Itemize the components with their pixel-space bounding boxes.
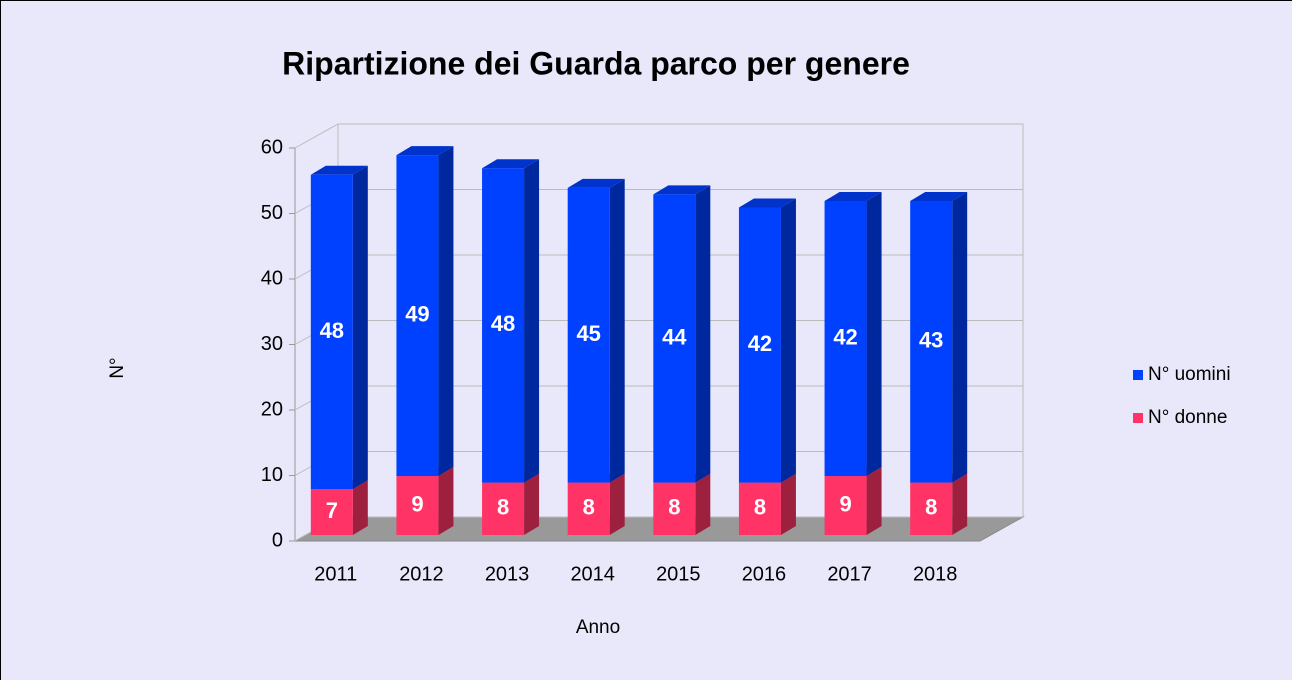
- bar-side: [352, 480, 368, 535]
- legend-label: N° uomini: [1148, 364, 1231, 385]
- x-tick-label: 2012: [399, 563, 444, 585]
- legend-swatch: [1133, 413, 1143, 423]
- data-label: 49: [405, 301, 429, 326]
- y-tick-label: 10: [261, 464, 283, 486]
- bar-top: [567, 178, 625, 188]
- bar: [738, 207, 781, 483]
- bar: [653, 194, 696, 483]
- bar: [482, 168, 525, 483]
- bar-side: [866, 191, 882, 477]
- data-label: 43: [919, 328, 943, 353]
- data-label: 9: [411, 491, 423, 516]
- data-label: 7: [326, 498, 338, 523]
- y-axis-label: N°: [107, 357, 128, 378]
- bar-side: [952, 473, 968, 535]
- data-label: 42: [748, 331, 772, 356]
- bar: [310, 174, 353, 490]
- bar-top: [738, 198, 796, 208]
- data-label: 42: [833, 324, 857, 349]
- bar-side: [609, 473, 625, 535]
- y-tick-label: 40: [261, 267, 283, 289]
- bar: [310, 489, 353, 535]
- x-tick-label: 2013: [485, 563, 530, 585]
- bar-side: [952, 191, 968, 483]
- bar-top: [482, 159, 540, 169]
- bar: [567, 187, 610, 483]
- data-label: 44: [662, 324, 687, 349]
- bar-top: [310, 165, 368, 175]
- x-tick-label: 2017: [827, 563, 872, 585]
- x-tick-label: 2014: [570, 563, 615, 585]
- legend-swatch: [1133, 370, 1143, 380]
- data-label: 48: [320, 318, 344, 343]
- bar: [396, 476, 439, 535]
- bar: [653, 482, 696, 535]
- bar-side: [866, 467, 882, 535]
- chart-title: Ripartizione dei Guarda parco per genere: [282, 45, 910, 81]
- bar: [910, 482, 953, 535]
- y-tick-label: 20: [261, 398, 283, 420]
- bar: [482, 482, 525, 535]
- x-tick-label: 2016: [742, 563, 787, 585]
- bar: [824, 476, 867, 535]
- legend-label: N° donne: [1148, 407, 1227, 428]
- bar-top: [396, 146, 454, 156]
- x-tick-label: 2018: [913, 563, 958, 585]
- bar: [824, 200, 867, 477]
- bar-side: [609, 178, 625, 483]
- bar: [738, 482, 781, 535]
- bar-side: [780, 198, 796, 483]
- data-label: 8: [497, 495, 509, 520]
- data-label: 8: [754, 495, 766, 520]
- x-tick-label: 2011: [314, 563, 357, 585]
- y-tick-label: 60: [261, 136, 283, 158]
- y-tick-label: 30: [261, 333, 283, 355]
- bar: [910, 200, 953, 483]
- bar-side: [695, 473, 711, 535]
- data-label: 9: [839, 491, 851, 516]
- grid-line: [294, 123, 339, 149]
- bar: [567, 482, 610, 535]
- data-label: 8: [925, 495, 937, 520]
- y-tick-label: 0: [272, 529, 283, 551]
- y-tick-label: 50: [261, 202, 283, 224]
- bar-side: [438, 467, 454, 535]
- bar-side: [695, 185, 711, 483]
- bar-side: [780, 473, 796, 535]
- data-label: 8: [668, 495, 680, 520]
- x-tick-label: 2015: [656, 563, 701, 585]
- bar-top: [824, 191, 882, 201]
- bar-side: [524, 159, 540, 483]
- bar-side: [524, 473, 540, 535]
- bar-side: [438, 146, 454, 477]
- data-label: 8: [583, 495, 595, 520]
- data-label: 45: [576, 321, 600, 346]
- bar: [396, 155, 439, 477]
- bar-top: [653, 185, 711, 195]
- bar-side: [352, 165, 368, 490]
- x-axis-label: Anno: [576, 617, 620, 638]
- data-label: 48: [491, 311, 515, 336]
- bar-top: [910, 191, 968, 201]
